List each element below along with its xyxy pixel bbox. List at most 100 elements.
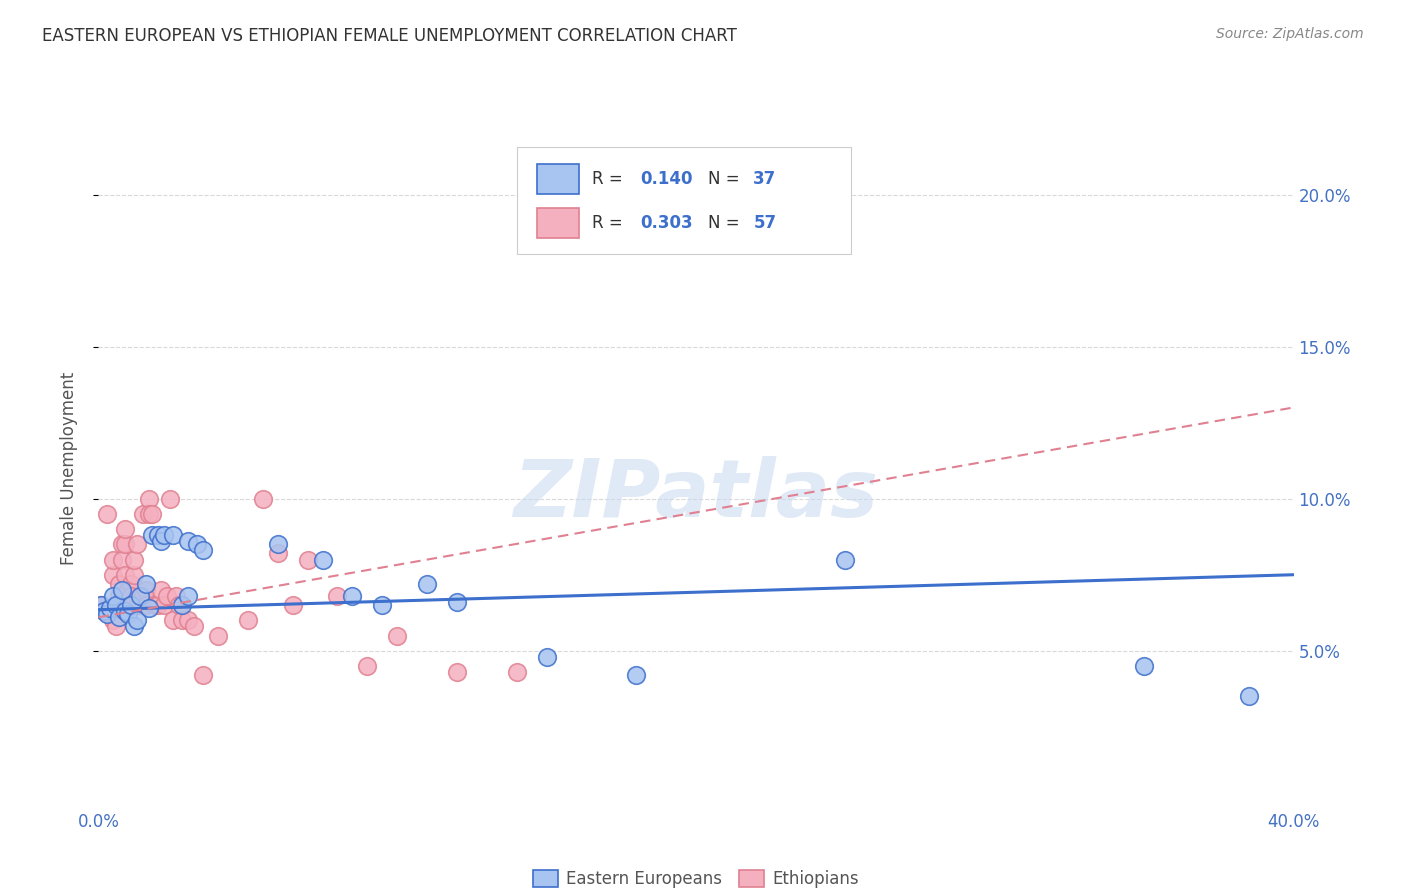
Point	[135, 598, 157, 612]
Point	[385, 628, 409, 642]
Point	[153, 528, 176, 542]
Point	[111, 552, 134, 566]
Point	[150, 582, 173, 597]
Point	[124, 619, 146, 633]
Text: 0.303: 0.303	[640, 214, 692, 232]
Text: ZIPatlas: ZIPatlas	[513, 456, 879, 534]
Text: N =: N =	[709, 169, 745, 187]
Point	[103, 613, 125, 627]
Point	[167, 598, 190, 612]
Point	[162, 528, 184, 542]
Y-axis label: Female Unemployment: Female Unemployment	[59, 372, 77, 565]
Point	[1133, 659, 1156, 673]
Point	[371, 598, 394, 612]
Point	[108, 589, 131, 603]
Point	[834, 552, 856, 566]
Point	[132, 507, 155, 521]
Text: 57: 57	[754, 214, 776, 232]
Text: 37: 37	[754, 169, 776, 187]
Point	[105, 619, 128, 633]
Point	[105, 598, 128, 612]
Point	[177, 613, 200, 627]
Point	[177, 589, 200, 603]
Point	[117, 582, 139, 597]
Point	[626, 668, 648, 682]
Point	[127, 598, 149, 612]
Point	[446, 595, 468, 609]
Point	[252, 491, 274, 506]
Point	[90, 598, 112, 612]
Point	[183, 619, 205, 633]
Point	[326, 589, 349, 603]
Point	[536, 649, 558, 664]
Point	[96, 507, 118, 521]
FancyBboxPatch shape	[517, 147, 852, 254]
Point	[120, 589, 142, 603]
Point	[93, 604, 115, 618]
Point	[138, 491, 160, 506]
Point	[186, 537, 208, 551]
Point	[103, 589, 125, 603]
Point	[96, 607, 118, 622]
Point	[416, 577, 439, 591]
Point	[148, 528, 170, 542]
Point	[138, 507, 160, 521]
Point	[236, 613, 259, 627]
Point	[191, 543, 214, 558]
Point	[165, 589, 187, 603]
FancyBboxPatch shape	[537, 163, 579, 194]
Point	[595, 187, 617, 202]
Point	[114, 537, 136, 551]
Point	[159, 491, 181, 506]
Point	[114, 522, 136, 536]
Point	[207, 628, 229, 642]
Point	[105, 598, 128, 612]
Point	[117, 607, 139, 622]
Point	[124, 552, 146, 566]
Point	[129, 598, 152, 612]
FancyBboxPatch shape	[537, 208, 579, 238]
Point	[127, 613, 149, 627]
Point	[267, 546, 290, 560]
Point	[120, 598, 142, 612]
Point	[172, 613, 194, 627]
Point	[90, 598, 112, 612]
Point	[148, 598, 170, 612]
Text: R =: R =	[592, 214, 628, 232]
Point	[150, 534, 173, 549]
Point	[135, 577, 157, 591]
Point	[114, 567, 136, 582]
Point	[138, 601, 160, 615]
Point	[1237, 690, 1260, 704]
Point	[143, 598, 166, 612]
Point	[100, 607, 122, 622]
Point	[120, 577, 142, 591]
Legend: Eastern Europeans, Ethiopians: Eastern Europeans, Ethiopians	[526, 863, 866, 892]
Point	[132, 589, 155, 603]
Point	[342, 589, 364, 603]
Point	[297, 552, 319, 566]
Point	[311, 552, 333, 566]
Point	[141, 507, 163, 521]
Point	[356, 659, 378, 673]
Point	[124, 567, 146, 582]
Point	[108, 577, 131, 591]
Point	[111, 537, 134, 551]
Point	[135, 582, 157, 597]
Text: N =: N =	[709, 214, 745, 232]
Point	[100, 601, 122, 615]
Text: R =: R =	[592, 169, 628, 187]
Text: EASTERN EUROPEAN VS ETHIOPIAN FEMALE UNEMPLOYMENT CORRELATION CHART: EASTERN EUROPEAN VS ETHIOPIAN FEMALE UNE…	[42, 27, 737, 45]
Point	[103, 567, 125, 582]
Point	[153, 598, 176, 612]
Point	[267, 537, 290, 551]
Point	[172, 598, 194, 612]
Point	[117, 598, 139, 612]
Point	[127, 537, 149, 551]
Point	[129, 589, 152, 603]
Point	[156, 589, 179, 603]
Point	[177, 534, 200, 549]
Point	[446, 665, 468, 679]
Point	[108, 610, 131, 624]
Point	[93, 604, 115, 618]
